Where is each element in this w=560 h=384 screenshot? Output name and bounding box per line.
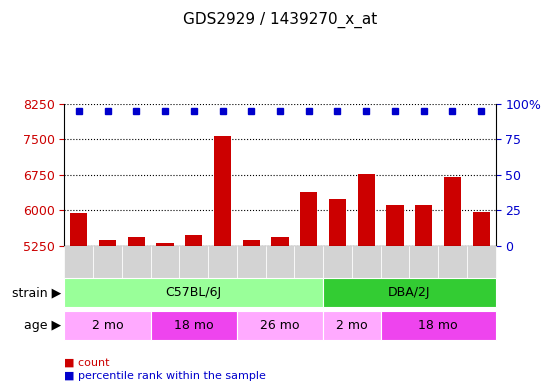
Bar [214, 136, 231, 246]
Text: strain ▶: strain ▶ [12, 286, 62, 299]
Bar [415, 205, 432, 246]
Bar [381, 311, 496, 340]
Bar [358, 174, 375, 246]
Bar [300, 192, 318, 246]
Text: DBA/2J: DBA/2J [388, 286, 431, 299]
Bar [409, 246, 438, 305]
Bar [70, 213, 87, 246]
Text: age ▶: age ▶ [25, 319, 62, 332]
Bar [99, 240, 116, 246]
Bar [272, 237, 288, 246]
Bar [237, 246, 265, 305]
Bar [151, 246, 179, 305]
Bar [151, 311, 237, 340]
Bar [93, 246, 122, 305]
Bar [237, 311, 323, 340]
Bar [438, 246, 467, 305]
Text: 18 mo: 18 mo [418, 319, 458, 332]
Bar [156, 243, 174, 246]
Bar [295, 246, 323, 305]
Text: 2 mo: 2 mo [92, 319, 123, 332]
Bar [64, 246, 93, 305]
Bar [381, 246, 409, 305]
Bar [444, 177, 461, 246]
Bar [242, 240, 260, 246]
Bar [323, 311, 381, 340]
Bar [386, 205, 404, 246]
Bar [352, 246, 381, 305]
Text: C57BL/6J: C57BL/6J [166, 286, 222, 299]
Bar [122, 246, 151, 305]
Bar [329, 199, 346, 246]
Bar [64, 278, 323, 307]
Bar [323, 246, 352, 305]
Bar [467, 246, 496, 305]
Bar [265, 246, 295, 305]
Text: 18 mo: 18 mo [174, 319, 213, 332]
Bar [473, 212, 490, 246]
Text: GDS2929 / 1439270_x_at: GDS2929 / 1439270_x_at [183, 12, 377, 28]
Text: ■ count: ■ count [64, 358, 110, 368]
Text: 26 mo: 26 mo [260, 319, 300, 332]
Bar [128, 237, 145, 246]
Text: 2 mo: 2 mo [336, 319, 368, 332]
Text: ■ percentile rank within the sample: ■ percentile rank within the sample [64, 371, 266, 381]
Bar [323, 278, 496, 307]
Bar [208, 246, 237, 305]
Bar [185, 235, 202, 246]
Bar [179, 246, 208, 305]
Bar [64, 311, 151, 340]
